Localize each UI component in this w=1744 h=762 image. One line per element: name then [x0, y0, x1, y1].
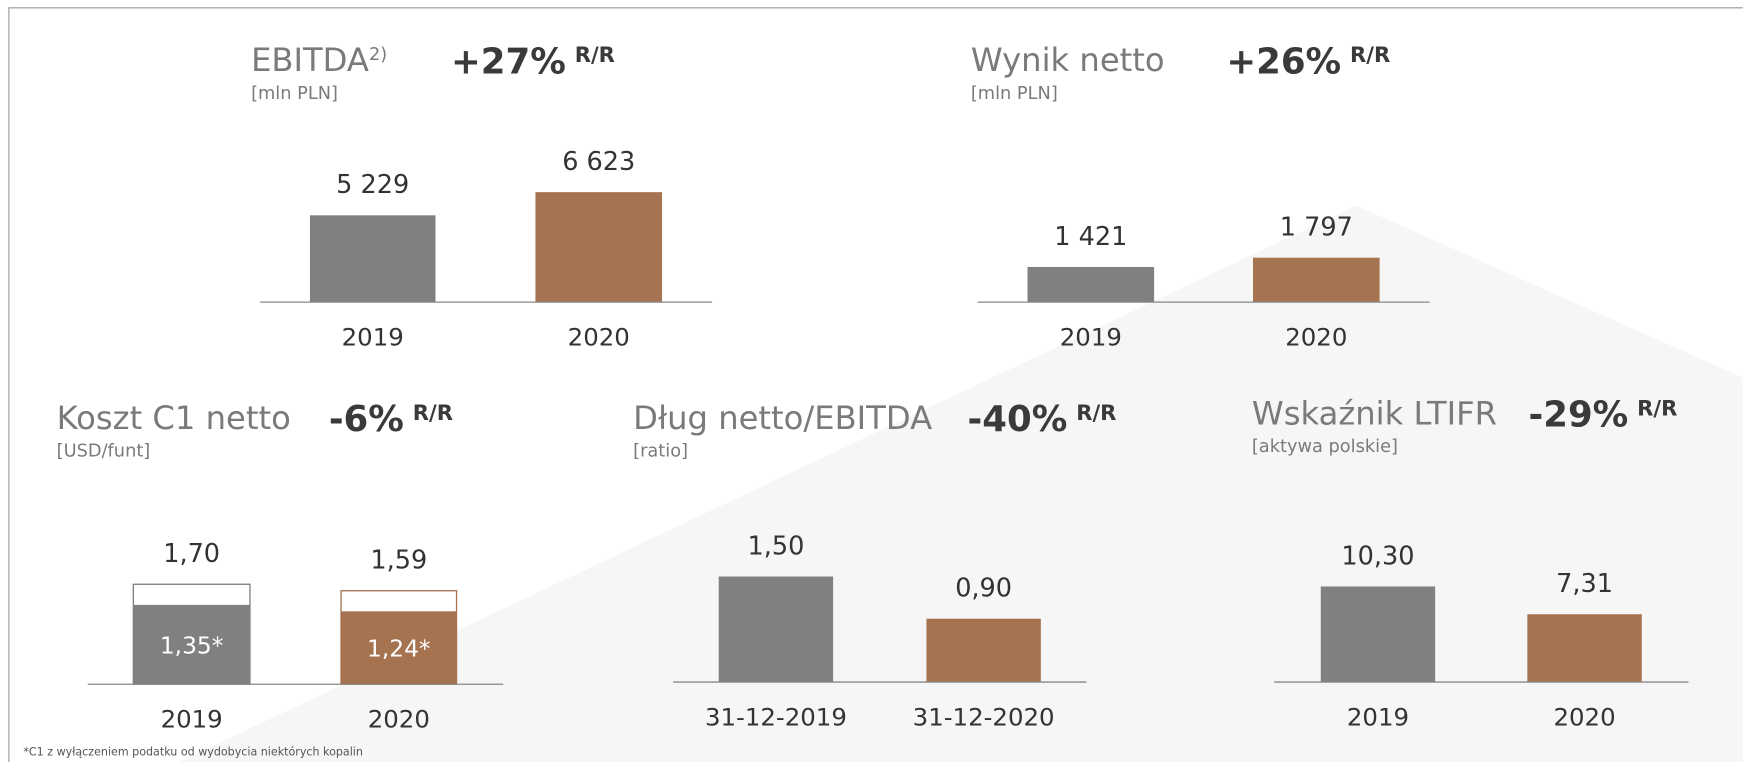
change-unit: R/R	[1637, 395, 1677, 420]
bar	[1253, 257, 1380, 303]
title-text: Dług netto/EBITDA	[633, 399, 932, 437]
chart-title: Koszt C1 netto	[57, 399, 291, 437]
value-label: 10,30	[1341, 541, 1414, 571]
value-label: 0,90	[955, 573, 1012, 603]
chart-subtitle: [mln PLN]	[251, 84, 338, 104]
title-note: 2)	[369, 45, 387, 65]
bar	[718, 576, 834, 683]
inner-value-label: 1,35*	[160, 632, 224, 659]
value-label: 1,70	[163, 539, 220, 569]
value-label: 1 421	[1054, 222, 1127, 252]
bar	[341, 611, 457, 685]
x-tick-label: 2019	[342, 322, 404, 351]
value-label: 6 623	[562, 147, 635, 177]
change-unit: R/R	[575, 42, 615, 67]
change: -6% R/R	[329, 399, 453, 440]
footnote: *C1 z wyłączeniem podatku od wydobycia n…	[23, 745, 363, 758]
change-value: -40%	[968, 399, 1068, 440]
x-tick-label: 2020	[1553, 702, 1615, 731]
inner-value-label: 1,24*	[367, 636, 431, 663]
chart-subtitle: [USD/funt]	[57, 442, 151, 462]
bar	[1320, 586, 1436, 683]
chart-title: Wynik netto	[971, 41, 1165, 79]
bar	[309, 215, 436, 303]
change: -29% R/R	[1528, 395, 1677, 436]
change-unit: R/R	[1350, 42, 1390, 67]
chart-subtitle: [mln PLN]	[971, 84, 1058, 104]
x-tick-label: 2019	[161, 705, 223, 734]
change: -40% R/R	[968, 399, 1117, 440]
value-label: 5 229	[336, 170, 409, 200]
x-tick-label: 2019	[1060, 322, 1122, 351]
x-tick-label: 2020	[1285, 322, 1347, 351]
value-label: 7,31	[1556, 569, 1613, 599]
bar	[1027, 266, 1155, 303]
change: +26% R/R	[1226, 41, 1390, 82]
change-unit: R/R	[413, 400, 453, 425]
chart-title: Dług netto/EBITDA	[633, 399, 932, 437]
value-label: 1 797	[1280, 212, 1353, 242]
change-value: -6%	[329, 399, 404, 440]
chart-subtitle: [ratio]	[633, 442, 688, 462]
bar	[535, 192, 663, 303]
title-text: Koszt C1 netto	[57, 399, 291, 437]
x-tick-label: 2019	[1347, 702, 1409, 731]
bar	[926, 618, 1041, 683]
change-unit: R/R	[1076, 400, 1116, 425]
change: +27% R/R	[451, 41, 615, 82]
chart-title: EBITDA2)	[251, 41, 387, 79]
change-value: +27%	[451, 41, 566, 82]
title-text: EBITDA	[251, 41, 369, 79]
change-value: +26%	[1226, 41, 1341, 82]
x-tick-label: 31-12-2020	[913, 702, 1055, 731]
x-tick-label: 2020	[368, 705, 430, 734]
x-tick-label: 31-12-2019	[705, 702, 847, 731]
title-text: Wskaźnik LTIFR	[1252, 394, 1497, 432]
bar	[1527, 614, 1642, 683]
value-label: 1,59	[370, 546, 427, 576]
chart-subtitle: [aktywa polskie]	[1252, 437, 1398, 457]
chart-title: Wskaźnik LTIFR	[1252, 394, 1497, 432]
value-label: 1,50	[747, 531, 804, 561]
title-text: Wynik netto	[971, 41, 1165, 79]
frame	[8, 7, 1743, 762]
change-value: -29%	[1528, 395, 1628, 436]
x-tick-label: 2020	[568, 322, 630, 351]
bar	[133, 604, 250, 685]
